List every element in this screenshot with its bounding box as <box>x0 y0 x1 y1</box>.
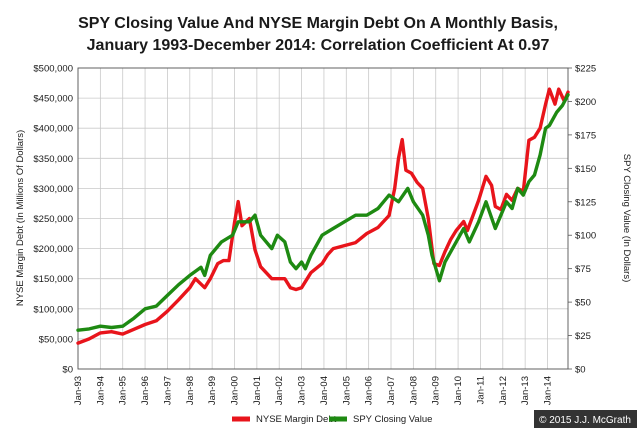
y-tick-label-left: $400,000 <box>33 124 73 135</box>
x-tick-label: Jan-14 <box>543 376 554 405</box>
x-tick-label: Jan-13 <box>520 376 531 405</box>
x-tick-label: Jan-05 <box>341 376 352 405</box>
y-tick-label-left: $150,000 <box>33 274 73 285</box>
chart-title-line-2: January 1993-December 2014: Correlation … <box>87 37 550 54</box>
x-tick-label: Jan-98 <box>185 376 196 405</box>
y-tick-label-left: $100,000 <box>33 304 73 315</box>
y-tick-label-right: $200 <box>575 97 596 108</box>
x-tick-label: Jan-96 <box>140 376 151 405</box>
x-tick-label: Jan-12 <box>498 376 509 405</box>
y-tick-label-right: $0 <box>575 365 586 376</box>
y-tick-label-left: $300,000 <box>33 184 73 195</box>
y-axis-label-right: SPY Closing Value (In Dollars) <box>621 154 632 282</box>
x-tick-label: Jan-07 <box>386 376 397 405</box>
x-tick-label: Jan-93 <box>73 376 84 405</box>
y-tick-label-right: $175 <box>575 130 596 141</box>
x-tick-label: Jan-97 <box>162 376 173 405</box>
y-tick-label-right: $25 <box>575 331 591 342</box>
y-tick-label-left: $350,000 <box>33 154 73 165</box>
series-line-spy <box>76 93 570 332</box>
y-tick-label-right: $100 <box>575 231 596 242</box>
x-tick-label: Jan-00 <box>230 376 241 405</box>
chart-title-line-1: SPY Closing Value And NYSE Margin Debt O… <box>78 15 558 32</box>
x-tick-label: Jan-02 <box>274 376 285 405</box>
y-tick-label-right: $75 <box>575 264 591 275</box>
x-tick-label: Jan-08 <box>408 376 419 405</box>
x-tick-label: Jan-01 <box>252 376 263 405</box>
legend-label-spy: SPY Closing Value <box>353 414 432 425</box>
plot-frame <box>77 67 569 370</box>
y-tick-label-right: $150 <box>575 164 596 175</box>
copyright-text: © 2015 J.J. McGrath <box>539 415 631 426</box>
y-axis-label-left: NYSE Margin Debt (In Millions Of Dollars… <box>15 130 26 306</box>
x-tick-label: Jan-94 <box>95 376 106 405</box>
x-tick-label: Jan-99 <box>207 376 218 405</box>
copyright-badge: © 2015 J.J. McGrath <box>534 410 637 428</box>
x-tick-label: Jan-11 <box>475 376 486 404</box>
copyright-background <box>534 410 637 428</box>
x-tick-label: Jan-10 <box>453 376 464 405</box>
y-tick-label-left: $0 <box>62 365 73 376</box>
x-tick-label: Jan-95 <box>118 376 129 405</box>
legend-label-margin-debt: NYSE Margin Debt <box>256 414 337 425</box>
legend: NYSE Margin Debt SPY Closing Value <box>232 414 432 425</box>
y-tick-label-right: $50 <box>575 298 591 309</box>
y-tick-label-left: $450,000 <box>33 94 73 105</box>
y-tick-label-left: $50,000 <box>39 334 73 345</box>
x-tick-label: Jan-09 <box>431 376 442 405</box>
x-tick-label: Jan-06 <box>364 376 375 405</box>
y-tick-label-right: $125 <box>575 197 596 208</box>
y-tick-label-left: $250,000 <box>33 214 73 225</box>
x-tick-label: Jan-03 <box>297 376 308 405</box>
y-tick-label-right: $225 <box>575 64 596 75</box>
y-tick-label-left: $500,000 <box>33 64 73 75</box>
y-tick-label-left: $200,000 <box>33 244 73 255</box>
x-tick-label: Jan-04 <box>319 376 330 405</box>
plot-layer: $0 $50,000 $100,000 $150,000 $200,000 $250,00… <box>33 64 596 406</box>
series-line-margin-debt <box>76 87 570 345</box>
